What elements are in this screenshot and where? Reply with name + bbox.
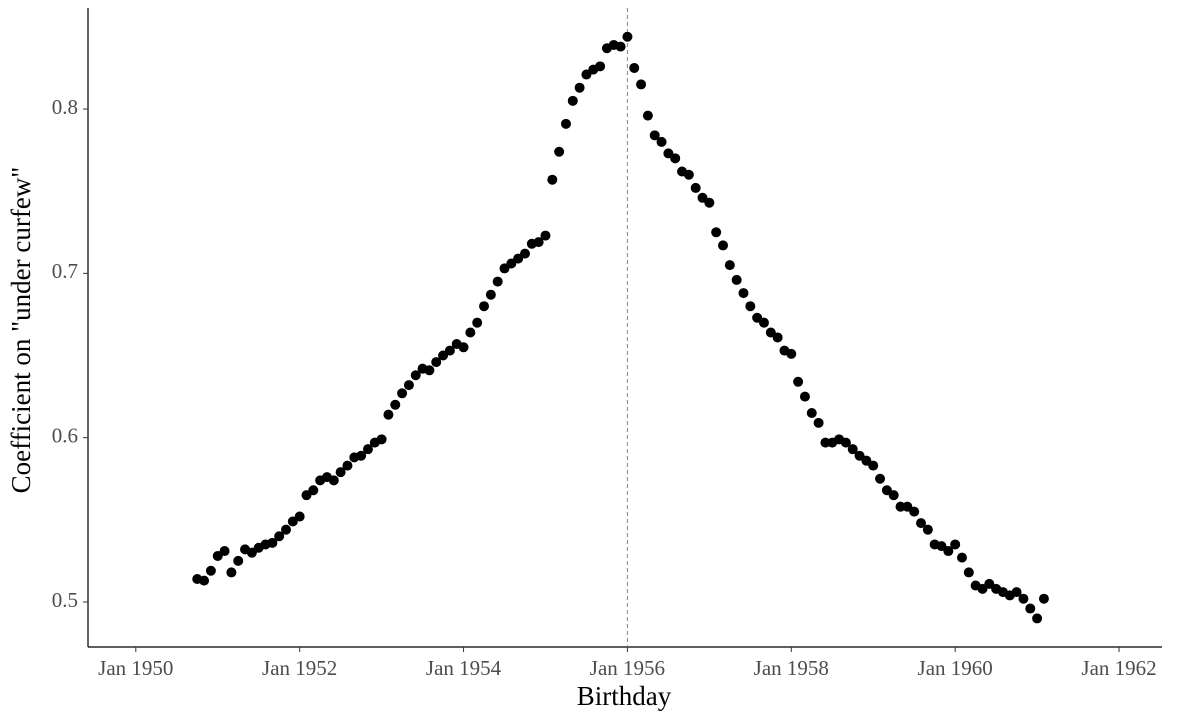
point xyxy=(772,332,783,343)
point xyxy=(533,237,544,248)
point xyxy=(465,327,476,338)
point xyxy=(479,301,490,312)
point xyxy=(444,345,455,356)
point xyxy=(806,408,817,419)
point xyxy=(219,546,230,557)
point xyxy=(226,567,237,578)
point xyxy=(390,399,401,410)
point xyxy=(554,146,565,157)
point xyxy=(875,473,886,484)
point xyxy=(308,485,319,496)
x-tick-label: Jan 1950 xyxy=(98,656,173,680)
point xyxy=(519,248,530,259)
point xyxy=(281,524,292,535)
point xyxy=(492,276,503,287)
point xyxy=(888,490,899,501)
point xyxy=(956,552,967,563)
point xyxy=(813,417,824,428)
point xyxy=(362,444,373,455)
y-tick-label: 0.7 xyxy=(52,259,78,283)
point xyxy=(1011,587,1022,598)
point xyxy=(711,227,722,238)
point xyxy=(424,365,435,376)
point xyxy=(683,169,694,180)
point xyxy=(233,555,244,566)
point xyxy=(431,357,442,368)
x-tick-label: Jan 1960 xyxy=(918,656,993,680)
point xyxy=(847,444,858,455)
x-tick-label: Jan 1954 xyxy=(426,656,502,680)
point xyxy=(567,95,578,106)
x-tick-label: Jan 1956 xyxy=(590,656,665,680)
x-tick-label: Jan 1952 xyxy=(262,656,337,680)
point xyxy=(718,240,729,251)
x-tick-label: Jan 1958 xyxy=(754,656,829,680)
point xyxy=(1018,593,1029,604)
point xyxy=(199,575,210,586)
point xyxy=(670,153,681,164)
point xyxy=(560,118,571,129)
point xyxy=(595,61,606,72)
point xyxy=(342,460,353,471)
point xyxy=(786,348,797,359)
y-axis-title: Coefficient on "under curfew" xyxy=(6,167,36,494)
y-tick-label: 0.6 xyxy=(52,423,78,447)
point xyxy=(1038,593,1049,604)
point xyxy=(274,531,285,542)
point xyxy=(738,288,749,299)
point xyxy=(1032,613,1043,624)
point xyxy=(649,130,660,141)
point xyxy=(758,317,769,328)
point xyxy=(356,450,367,461)
point xyxy=(909,506,920,517)
x-tick-label: Jan 1962 xyxy=(1081,656,1156,680)
point xyxy=(383,409,394,420)
point xyxy=(574,82,585,93)
point xyxy=(793,376,804,387)
point xyxy=(724,260,735,271)
point xyxy=(745,301,756,312)
point xyxy=(540,230,551,241)
point xyxy=(376,434,387,445)
point xyxy=(656,136,667,147)
point xyxy=(1025,603,1036,614)
point xyxy=(485,289,496,300)
point xyxy=(922,524,933,535)
x-axis-title: Birthday xyxy=(577,681,672,711)
point xyxy=(267,537,278,548)
point xyxy=(704,197,715,208)
point xyxy=(642,110,653,121)
point xyxy=(731,274,742,285)
point xyxy=(916,518,927,529)
point xyxy=(840,437,851,448)
point xyxy=(335,467,346,478)
point xyxy=(410,370,421,381)
point xyxy=(403,380,414,391)
point xyxy=(328,475,339,486)
point xyxy=(615,41,626,52)
point xyxy=(294,511,305,522)
point xyxy=(963,567,974,578)
point xyxy=(868,460,879,471)
y-tick-label: 0.5 xyxy=(52,588,78,612)
point xyxy=(472,317,483,328)
point xyxy=(950,539,961,550)
point xyxy=(547,174,558,185)
point xyxy=(636,79,647,90)
point xyxy=(690,182,701,193)
point xyxy=(629,62,640,73)
point xyxy=(458,342,469,353)
point xyxy=(397,388,408,399)
y-tick-label: 0.8 xyxy=(52,95,78,119)
point xyxy=(943,546,954,557)
point xyxy=(622,31,633,42)
point xyxy=(205,565,216,576)
point xyxy=(799,391,810,402)
